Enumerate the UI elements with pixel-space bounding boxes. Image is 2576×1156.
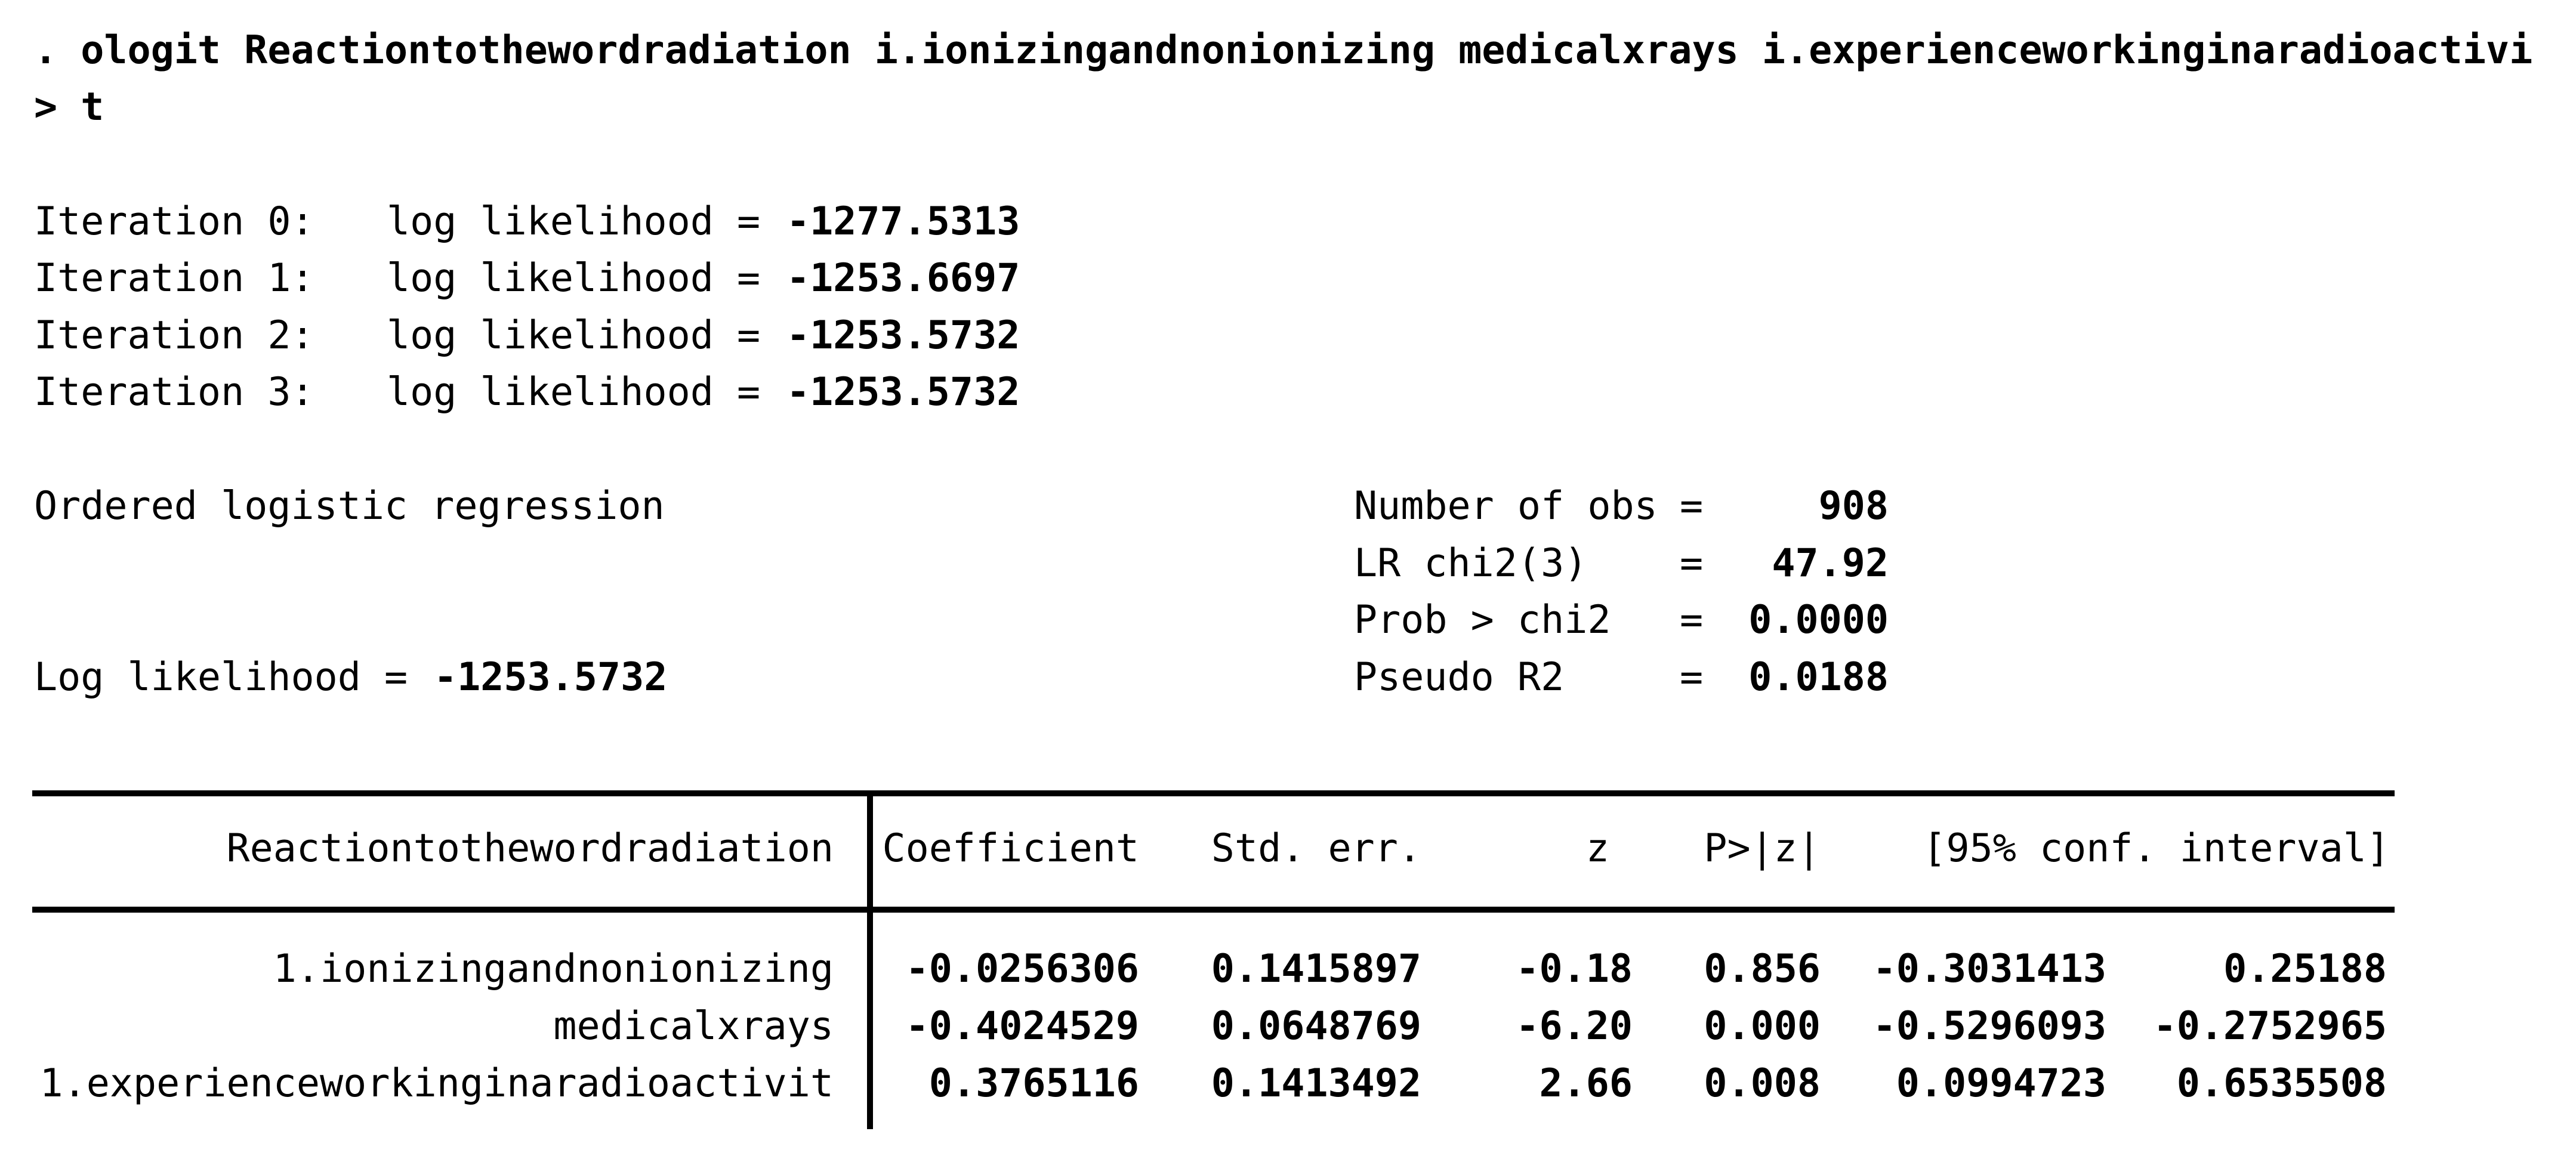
stat-value: 0.0188 (1748, 655, 1889, 700)
cell-ci-low: -0.5296093 (1872, 1004, 2106, 1049)
col-header-std-err: Std. err. (1211, 826, 1421, 871)
row-label: medicalxrays (553, 1004, 834, 1049)
log-likelihood-label: Log likelihood = (34, 655, 408, 700)
log-likelihood-line: Log likelihood = -1253.5732 Pseudo R2 = … (0, 649, 2576, 706)
iteration-line: Iteration 2: log likelihood = -1253.5732 (0, 307, 2576, 364)
model-header-line: Ordered logistic regression Number of ob… (0, 478, 2576, 535)
table-row: medicalxrays -0.4024529 0.0648769 -6.20 … (0, 998, 2576, 1055)
cell-z: 2.66 (1539, 1061, 1633, 1106)
col-header-p: P>|z| (1704, 826, 1821, 871)
cell-ci-high: 0.6535508 (2176, 1061, 2387, 1106)
cell-coefficient: 0.3765116 (928, 1061, 1139, 1106)
stat-value: 0.0000 (1748, 598, 1889, 642)
table-vertical-divider (867, 790, 873, 1129)
cell-p: 0.008 (1704, 1061, 1821, 1106)
iteration-value: -1253.5732 (786, 313, 1020, 358)
iteration-line: Iteration 1: log likelihood = -1253.6697 (0, 250, 2576, 307)
equals-sign: = (1680, 541, 1704, 586)
iteration-label: Iteration 2: (34, 313, 314, 358)
iteration-text: log likelihood = (387, 313, 761, 358)
equals-sign: = (1680, 655, 1704, 700)
cell-std-err: 0.1413492 (1211, 1061, 1421, 1106)
command-continuation-text: > t (34, 85, 104, 129)
iteration-line: Iteration 3: log likelihood = -1253.5732 (0, 364, 2576, 421)
stat-label: LR chi2(3) (1354, 541, 1588, 586)
stat-line: LR chi2(3) = 47.92 (0, 535, 2576, 592)
iteration-value: -1253.5732 (786, 370, 1020, 415)
iteration-value: -1253.6697 (786, 256, 1020, 301)
cell-std-err: 0.0648769 (1211, 1004, 1421, 1049)
table-row: 1.ionizingandnonionizing -0.0256306 0.14… (0, 941, 2576, 998)
iteration-label: Iteration 3: (34, 370, 314, 415)
col-header-coefficient: Coefficient (882, 826, 1139, 871)
col-header-z: z (1585, 826, 1609, 871)
iteration-value: -1277.5313 (786, 199, 1020, 244)
table-row: 1.experienceworkinginaradioactivit 0.376… (0, 1055, 2576, 1112)
log-likelihood-value: -1253.5732 (434, 655, 668, 700)
cell-ci-low: -0.3031413 (1872, 947, 2106, 991)
stat-label: Number of obs (1354, 484, 1658, 528)
iteration-text: log likelihood = (387, 370, 761, 415)
iteration-text: log likelihood = (387, 256, 761, 301)
cell-ci-low: 0.0994723 (1896, 1061, 2106, 1106)
iteration-text: log likelihood = (387, 199, 761, 244)
depvar-header: Reactiontothewordradiation (226, 826, 834, 871)
row-label: 1.experienceworkinginaradioactivit (39, 1061, 834, 1106)
cell-p: 0.000 (1704, 1004, 1821, 1049)
command-text: . ologit Reactiontothewordradiation i.io… (34, 28, 2533, 73)
stat-label: Pseudo R2 (1354, 655, 1565, 700)
stat-value: 908 (1818, 484, 1889, 528)
stat-label: Prob > chi2 (1354, 598, 1611, 642)
cell-ci-high: -0.2752965 (2153, 1004, 2387, 1049)
iteration-label: Iteration 1: (34, 256, 314, 301)
iteration-line: Iteration 0: log likelihood = -1277.5313 (0, 193, 2576, 251)
col-header-conf-interval: [95% conf. interval] (1923, 826, 2390, 871)
cell-z: -6.20 (1516, 1004, 1633, 1049)
table-header-row: Reactiontothewordradiation Coefficient S… (0, 820, 2576, 877)
equals-sign: = (1680, 598, 1704, 642)
table-header-rule (32, 907, 2395, 913)
row-label: 1.ionizingandnonionizing (273, 947, 834, 991)
cell-std-err: 0.1415897 (1211, 947, 1421, 991)
cell-p: 0.856 (1704, 947, 1821, 991)
command-continuation-line: > t (0, 79, 2576, 136)
cell-coefficient: -0.0256306 (905, 947, 1139, 991)
model-title: Ordered logistic regression (34, 484, 665, 528)
table-top-rule (32, 790, 2395, 796)
cell-ci-high: 0.25188 (2223, 947, 2387, 991)
stat-value: 47.92 (1772, 541, 1889, 586)
cell-z: -0.18 (1516, 947, 1633, 991)
cell-coefficient: -0.4024529 (905, 1004, 1139, 1049)
equals-sign: = (1680, 484, 1704, 528)
command-line: . ologit Reactiontothewordradiation i.io… (0, 22, 2576, 79)
iteration-label: Iteration 0: (34, 199, 314, 244)
stat-line: Prob > chi2 = 0.0000 (0, 592, 2576, 649)
